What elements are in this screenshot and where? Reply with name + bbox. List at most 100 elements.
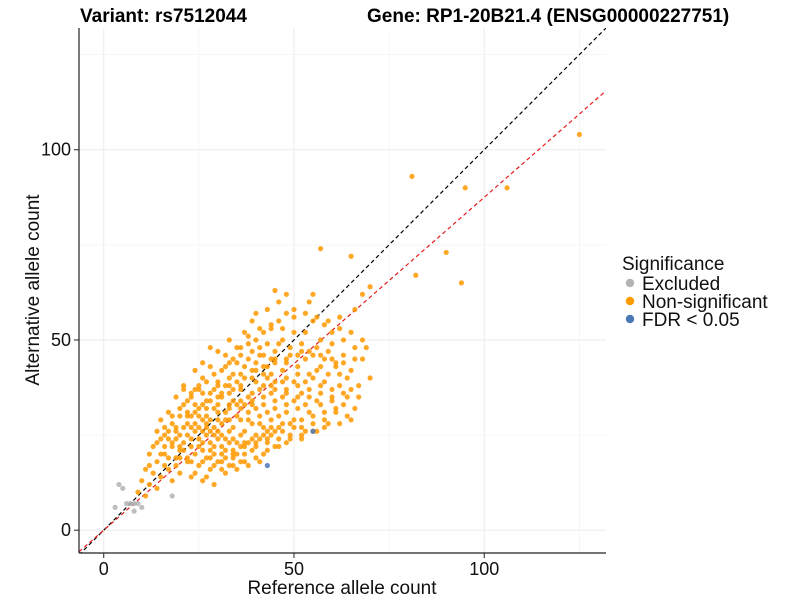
data-point <box>184 432 191 438</box>
tick-labels: 0 50 100 0 50 100 <box>41 140 499 579</box>
data-point <box>169 440 175 446</box>
data-point <box>344 394 350 400</box>
data-point <box>203 398 210 404</box>
data-point <box>173 462 179 469</box>
data-point <box>238 405 244 412</box>
data-points <box>112 131 582 514</box>
data-point <box>181 424 187 431</box>
data-point <box>276 341 282 347</box>
data-point <box>142 466 149 472</box>
data-point <box>260 329 267 335</box>
data-point <box>272 398 278 404</box>
data-point <box>264 306 270 313</box>
data-point <box>340 390 347 396</box>
data-point <box>291 379 297 385</box>
data-point <box>329 398 335 404</box>
data-point <box>257 436 263 442</box>
data-point <box>283 291 289 297</box>
data-point <box>321 409 328 415</box>
data-point <box>196 413 202 419</box>
data-point <box>264 428 270 434</box>
data-point <box>192 367 198 373</box>
data-point <box>337 421 343 427</box>
data-point <box>283 310 289 316</box>
data-point <box>249 421 255 427</box>
data-point <box>276 318 282 324</box>
data-point <box>287 421 293 427</box>
legend-swatch <box>625 314 635 324</box>
data-point <box>211 451 217 457</box>
data-point <box>241 459 248 465</box>
data-point <box>245 341 251 347</box>
data-point <box>150 443 156 450</box>
data-point <box>253 337 259 343</box>
data-point <box>200 459 206 465</box>
data-point <box>112 504 118 510</box>
data-point <box>253 432 259 438</box>
data-point <box>238 459 244 465</box>
data-point <box>200 390 206 396</box>
data-point <box>181 383 187 389</box>
data-point <box>302 329 309 335</box>
data-point <box>188 443 194 450</box>
data-point <box>211 462 217 469</box>
data-point <box>241 451 248 457</box>
data-point <box>352 306 358 313</box>
data-point <box>268 390 274 396</box>
data-point <box>215 417 221 423</box>
data-point <box>279 379 286 385</box>
data-point <box>207 455 213 461</box>
data-point <box>184 459 191 465</box>
data-point <box>337 383 343 389</box>
data-point <box>238 344 244 351</box>
data-point <box>310 413 316 419</box>
data-point <box>192 409 198 415</box>
data-point <box>329 329 335 335</box>
data-point <box>249 398 255 404</box>
axes <box>78 28 606 554</box>
data-point <box>276 436 282 442</box>
grid-lines <box>79 28 606 553</box>
data-point <box>226 390 232 396</box>
series-excluded <box>112 481 175 514</box>
data-point <box>245 440 251 446</box>
data-point <box>238 352 244 358</box>
reference-line-fit <box>79 90 606 553</box>
data-point <box>203 421 210 427</box>
data-point <box>458 280 465 286</box>
data-point <box>283 360 289 366</box>
data-point <box>279 421 286 427</box>
data-point <box>333 363 339 370</box>
data-point <box>279 325 286 332</box>
data-point <box>165 466 172 472</box>
data-point <box>139 504 145 510</box>
data-point <box>329 386 335 393</box>
data-point <box>287 344 293 351</box>
data-point <box>241 402 248 408</box>
data-point <box>356 383 362 389</box>
data-point <box>230 451 236 457</box>
data-point <box>321 379 328 385</box>
data-point <box>222 352 229 358</box>
data-point <box>230 386 236 393</box>
data-point <box>318 246 324 252</box>
data-point <box>295 363 301 370</box>
data-point <box>340 337 347 343</box>
data-point <box>123 500 130 507</box>
data-point <box>173 394 179 400</box>
data-point <box>257 352 263 358</box>
data-point <box>196 462 202 469</box>
data-point <box>241 443 248 450</box>
data-point <box>215 459 221 465</box>
data-point <box>306 299 312 305</box>
data-point <box>226 337 232 343</box>
data-point <box>295 383 301 389</box>
data-point <box>162 451 168 457</box>
data-point <box>283 356 289 362</box>
data-point <box>226 405 232 412</box>
data-point <box>146 481 152 488</box>
data-point <box>268 356 274 362</box>
data-point <box>329 394 335 400</box>
data-point <box>318 363 324 370</box>
data-point <box>234 413 240 419</box>
